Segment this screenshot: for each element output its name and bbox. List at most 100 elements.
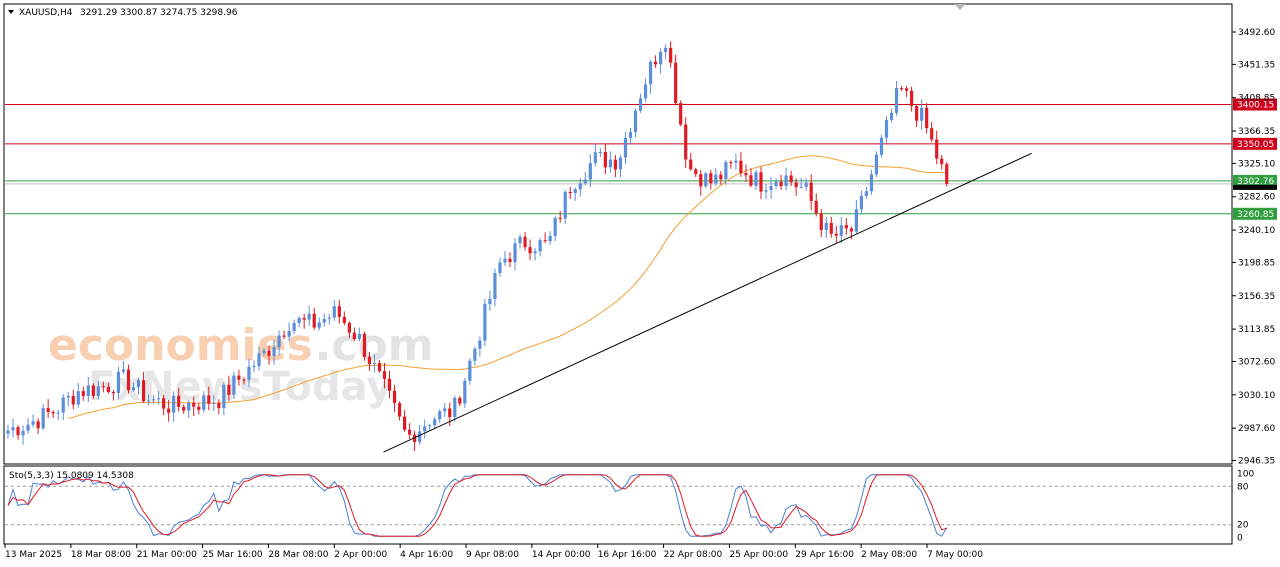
level-tag-3400.15 — [1233, 98, 1277, 111]
y-tick-label: 3072.60 — [1238, 357, 1275, 367]
shift-marker-icon[interactable] — [954, 4, 966, 10]
y-tick-label: 2987.60 — [1238, 424, 1275, 434]
candle-body — [744, 173, 748, 176]
candle-body — [413, 434, 417, 443]
candle-body — [287, 330, 291, 337]
stochastic-oscillator: 100 80 20 0 — [5, 470, 1254, 544]
candle-body — [247, 366, 251, 380]
candle-body — [769, 185, 773, 191]
level-tag-3302.76 — [1233, 174, 1277, 187]
candle-body — [889, 112, 894, 120]
price-panel-frame — [3, 3, 1233, 465]
candle-body — [603, 152, 607, 168]
candle-body — [26, 424, 30, 431]
x-tick-label: 21 Mar 00:00 — [137, 550, 197, 560]
candle-body — [789, 175, 793, 183]
candle-body — [262, 350, 266, 354]
candle-body — [664, 47, 668, 52]
y-tick-label: 3240.10 — [1238, 226, 1275, 236]
candle-body — [182, 406, 186, 411]
candle-body — [197, 406, 201, 410]
y-tick-label: 3451.35 — [1238, 60, 1275, 70]
candle-body — [689, 159, 693, 170]
candle-body — [126, 369, 131, 391]
trendline — [383, 152, 1032, 453]
candle-body — [217, 402, 221, 409]
candle-body — [729, 162, 733, 164]
y-tick-label: 3282.60 — [1238, 193, 1275, 203]
candle-body — [659, 51, 663, 65]
candle-body — [734, 160, 738, 163]
stoch-axis-label: 80 — [1237, 482, 1249, 492]
symbol-dropdown-icon[interactable] — [8, 10, 14, 14]
candle-body — [448, 408, 452, 418]
x-tick-label: 7 May 00:00 — [927, 550, 983, 560]
candle-body — [854, 209, 858, 232]
candle-body — [684, 124, 688, 160]
candle-body — [799, 186, 803, 188]
candle-body — [930, 128, 934, 140]
candle-body — [613, 159, 618, 170]
candle-body — [859, 195, 863, 210]
candle-body — [694, 169, 698, 175]
x-tick-label: 14 Apr 00:00 — [532, 550, 591, 560]
y-tick-label: 2946.35 — [1238, 457, 1275, 467]
candle-body — [674, 62, 678, 104]
candle-body — [232, 375, 236, 395]
candle-body — [719, 174, 723, 180]
candle-body — [347, 322, 351, 333]
candle-body — [282, 335, 286, 337]
y-tick-label: 3408.85 — [1238, 94, 1275, 104]
candle-body — [839, 225, 843, 236]
candle-body — [172, 395, 176, 413]
candle-body — [402, 416, 407, 430]
candle-body — [31, 421, 35, 425]
candle-body — [327, 317, 331, 319]
candle-body — [257, 353, 261, 367]
candle-body — [648, 61, 653, 85]
candle-body — [187, 402, 191, 411]
candle-body — [91, 385, 95, 396]
y-tick-label: 3325.10 — [1238, 159, 1275, 169]
x-tick-label: 22 Apr 08:00 — [664, 550, 723, 560]
y-tick-label: 3030.10 — [1238, 391, 1275, 401]
candle-body — [46, 408, 50, 413]
horizontal-levels: 3400.15 3350.05 3302.76 3260.85 — [5, 98, 1277, 220]
x-tick-label: 13 Mar 2025 — [5, 550, 62, 560]
candle-body — [904, 88, 909, 91]
candle-body — [568, 191, 572, 194]
candle-body — [809, 182, 813, 201]
candle-body — [543, 240, 547, 242]
candle-body — [910, 90, 914, 107]
stoch-signal-line — [7, 474, 947, 537]
current-price-tag — [1233, 184, 1277, 190]
y-tick-label: 3113.85 — [1238, 325, 1275, 335]
candle-body — [141, 380, 146, 402]
candle-body — [252, 366, 256, 368]
candle-body — [714, 174, 718, 184]
x-tick-label: 25 Mar 16:00 — [203, 550, 263, 560]
candle-body — [583, 179, 587, 184]
candle-body — [292, 323, 296, 331]
x-tick-label: 18 Mar 08:00 — [71, 550, 131, 560]
level-tag-label: 3260.85 — [1237, 210, 1274, 220]
candle-body — [643, 84, 648, 99]
candle-body — [227, 384, 231, 395]
candle-body — [136, 380, 141, 388]
level-tag-3350.05 — [1233, 137, 1277, 150]
candle-body — [915, 106, 919, 121]
level-tag-label: 3302.76 — [1237, 177, 1274, 187]
candle-body — [925, 107, 929, 129]
candle-body — [51, 412, 55, 414]
candle-body — [704, 173, 708, 187]
candle-body — [443, 408, 447, 412]
candle-body — [367, 356, 372, 364]
candle-body — [558, 217, 562, 219]
candle-body — [151, 399, 156, 401]
candle-body — [212, 402, 216, 404]
candle-body — [508, 258, 512, 263]
candle-body — [428, 425, 432, 427]
candle-body — [894, 88, 899, 113]
x-tick-label: 25 Apr 00:00 — [729, 550, 788, 560]
stoch-axis-label: 100 — [1237, 470, 1254, 480]
